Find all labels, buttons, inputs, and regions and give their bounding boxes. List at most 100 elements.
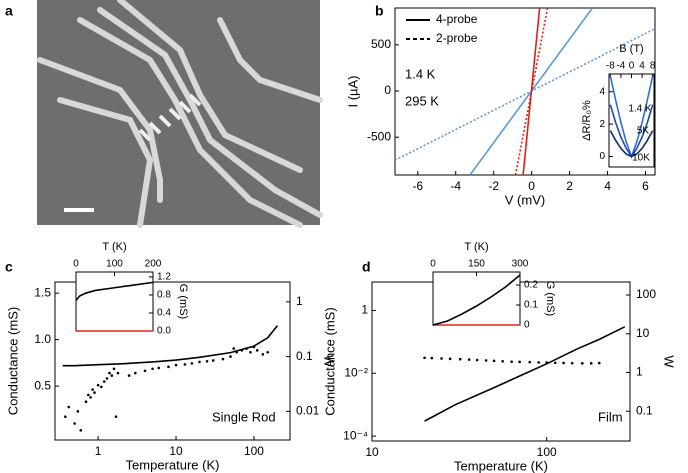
y-tick-label: 0.4 [157,308,171,319]
y-tick-label: 0.1 [524,300,538,311]
y-tick-label: 0.5 [34,378,51,392]
y-tick-label: 1.0 [34,332,51,346]
data-point [105,377,109,380]
data-point [91,388,94,391]
data-point [492,359,496,363]
data-point [79,429,83,432]
data-point [102,380,106,383]
data-point [76,410,80,413]
annotation: Single Rod [212,409,276,424]
x-tick-label: 200 [145,259,162,270]
panel-label: c [5,259,13,275]
data-point [183,363,187,366]
data-point [211,359,215,362]
x-axis-label: Temperature (K) [126,457,220,472]
x-tick-label: -2 [488,179,499,193]
data-line [62,325,279,367]
data-point [266,350,269,354]
data-point [73,422,76,425]
data-point [475,358,479,362]
x-axis-label: B (T) [619,43,643,55]
y2-tick-label: 1 [296,294,303,308]
data-line [75,281,154,301]
x-tick-label: 6 [642,179,649,193]
y-tick-label: 10⁻² [344,365,368,379]
data-point [190,362,194,365]
inset: 0 150 300 0 0.1 0.2 T (K) G (mS) [430,241,556,331]
data-point [255,349,259,352]
x-axis-label: T (K) [464,241,488,253]
x-tick-label: 150 [468,259,485,270]
data-point [167,365,170,369]
x-tick-label: 4 [639,61,645,72]
data-point [240,349,244,352]
data-line [432,274,521,326]
data-point [232,347,236,350]
y2-tick-label: 0.01 [296,404,320,418]
data-point [89,396,92,399]
data-point [96,383,100,387]
data-point [261,353,265,356]
y2-tick-label: 100 [636,287,656,301]
data-point [518,360,521,364]
x-tick-label: -8 [606,61,615,72]
y-tick-label: 4 [599,86,605,97]
y2-tick-label: 1 [636,365,643,379]
data-point [245,347,248,350]
x-tick-label: 0 [629,61,635,72]
data-point [157,366,161,370]
data-line [609,130,654,158]
data-point [553,361,557,365]
x-tick-label: 8 [650,61,656,72]
legend-label: 2-probe [436,31,478,45]
inset: 0 100 200 0.0 0.4 0.8 1.2 T (K) G (mS) [73,241,189,337]
y-axis-label: Conductance (mS) [322,307,337,415]
data-point [570,361,574,365]
y-tick-label: 0.0 [157,326,171,337]
data-point [545,361,548,364]
data-point [84,400,88,404]
scale-bar [64,208,94,212]
plot-frame [608,73,655,168]
y2-axis-label: W [662,355,677,368]
y-tick-label: 0 [524,320,530,331]
panel-label: a [5,3,13,19]
x-tick-label: -4 [616,61,625,72]
data-point [448,357,452,361]
data-point [484,359,488,362]
curve-label: 10K [632,153,650,164]
data-point [110,374,114,377]
y-axis-label: Conductance (mS) [5,307,20,415]
y-axis-label: ΔR/R₀% [581,100,593,141]
data-point [467,358,471,361]
plot-frame [75,271,154,332]
x-tick-label: 10 [365,445,379,459]
x-tick-label: 0 [73,259,79,270]
data-point [510,360,513,363]
y-tick-label: 0.8 [157,290,171,301]
x-tick-label: 10 [169,444,183,458]
data-point [198,360,201,364]
x-tick-label: 2 [566,179,573,193]
data-point [127,374,131,377]
y-tick-label: 1 [361,303,368,317]
panel-label: d [362,259,371,275]
data-point [112,367,116,371]
y-tick-label: 0 [599,151,605,162]
x-axis-label: Temperature (K) [454,458,548,473]
data-point [589,362,593,365]
data-point [597,361,601,365]
sem-image [37,0,323,228]
data-point [174,363,178,367]
y2-tick-label: 10 [636,326,650,340]
curve-label: 1.4 K [628,104,652,115]
y-tick-label: -500 [367,129,391,143]
data-point [143,369,147,373]
y2-tick-label: 0.1 [296,349,313,363]
data-point [93,391,96,394]
data-point [87,393,90,397]
x-tick-label: 1 [95,444,102,458]
x-tick-label: -6 [412,179,423,193]
